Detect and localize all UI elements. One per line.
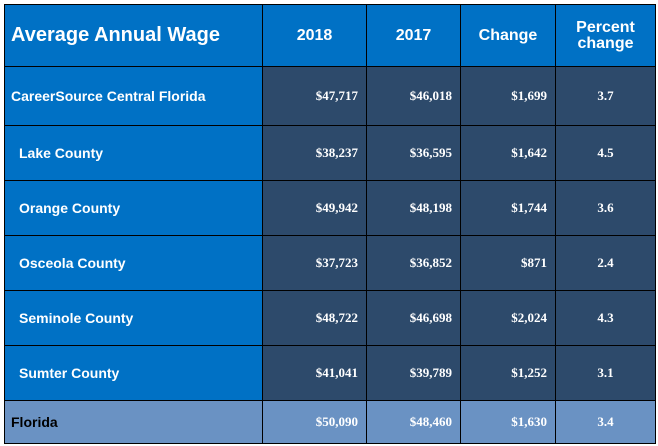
table-title: Average Annual Wage [4,4,263,67]
table-row: Lake County $38,237 $36,595 $1,642 4.5 [4,125,656,181]
table-row: CareerSource Central Florida $47,717 $46… [4,66,656,126]
change-cell: $2,024 [460,290,556,346]
wage-2017-cell: $39,789 [366,345,461,401]
row-label: Lake County [4,125,263,181]
wage-2017-cell: $48,198 [366,180,461,236]
wage-2018-cell: $37,723 [262,235,367,291]
wage-2017-cell: $36,595 [366,125,461,181]
table-row-total: Florida $50,090 $48,460 $1,630 3.4 [4,400,656,444]
change-cell: $1,252 [460,345,556,401]
table-row: Osceola County $37,723 $36,852 $871 2.4 [4,235,656,291]
table-row: Orange County $49,942 $48,198 $1,744 3.6 [4,180,656,236]
column-header-percent-change: Percent change [555,4,656,67]
percent-change-cell: 4.5 [555,125,656,181]
change-cell: $871 [460,235,556,291]
column-header-2018: 2018 [262,4,367,67]
wage-2018-cell: $50,090 [262,400,367,444]
percent-change-cell: 3.1 [555,345,656,401]
row-label: Sumter County [4,345,263,401]
change-cell: $1,699 [460,66,556,126]
change-cell: $1,630 [460,400,556,444]
percent-change-cell: 2.4 [555,235,656,291]
column-header-change: Change [460,4,556,67]
row-label: Seminole County [4,290,263,346]
wage-table: Average Annual Wage 2018 2017 Change Per… [4,4,656,444]
table-row: Sumter County $41,041 $39,789 $1,252 3.1 [4,345,656,401]
wage-2017-cell: $36,852 [366,235,461,291]
wage-2018-cell: $48,722 [262,290,367,346]
row-label: Orange County [4,180,263,236]
change-cell: $1,642 [460,125,556,181]
percent-change-cell: 3.7 [555,66,656,126]
wage-2018-cell: $47,717 [262,66,367,126]
row-label: CareerSource Central Florida [4,66,263,126]
wage-2017-cell: $46,698 [366,290,461,346]
column-header-2017: 2017 [366,4,461,67]
wage-2017-cell: $48,460 [366,400,461,444]
percent-change-cell: 3.4 [555,400,656,444]
table-row: Seminole County $48,722 $46,698 $2,024 4… [4,290,656,346]
wage-2018-cell: $49,942 [262,180,367,236]
change-cell: $1,744 [460,180,556,236]
percent-change-cell: 3.6 [555,180,656,236]
wage-2017-cell: $46,018 [366,66,461,126]
row-label: Osceola County [4,235,263,291]
table-header-row: Average Annual Wage 2018 2017 Change Per… [4,4,656,67]
row-label: Florida [4,400,263,444]
wage-2018-cell: $38,237 [262,125,367,181]
wage-2018-cell: $41,041 [262,345,367,401]
percent-change-cell: 4.3 [555,290,656,346]
